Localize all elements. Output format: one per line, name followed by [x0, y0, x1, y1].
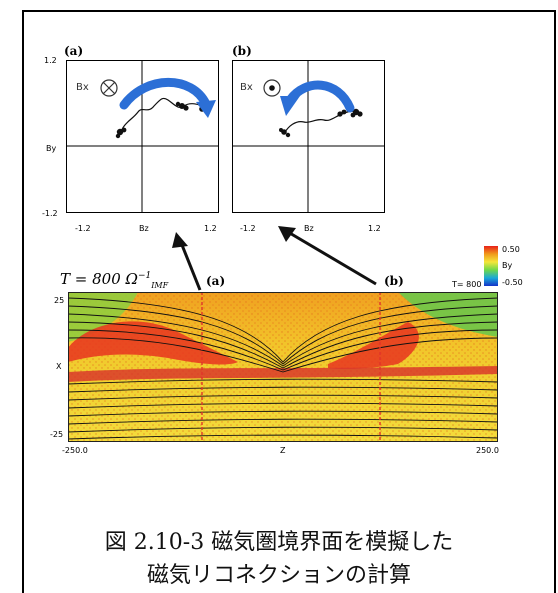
simulation-map — [68, 292, 498, 442]
sim-time-sup: −1 — [137, 271, 152, 281]
panel-a-label: (a) — [64, 44, 84, 58]
panel-b-label: (b) — [232, 44, 252, 58]
connector-arrow-b — [287, 230, 377, 286]
sim-x-right-tick: 250.0 — [476, 446, 499, 455]
panel-a-plot — [66, 60, 219, 213]
panel-a-arrowhead — [196, 100, 216, 118]
connector-arrowhead-b — [278, 226, 296, 242]
caption-line-1: 図 2.10-3 磁気圏境界面を模擬した — [104, 530, 454, 555]
panel-b-rotation-arrow — [285, 80, 355, 113]
sim-y-bottom-tick: -25 — [50, 430, 64, 439]
panel-a-y-top-tick: 1.2 — [44, 56, 57, 65]
sim-time-prefix: T = 800 Ω — [60, 270, 138, 288]
sim-x-left-tick: -250.0 — [62, 446, 88, 455]
frame-right-border — [554, 10, 556, 593]
panel-a-x-left-tick: -1.2 — [75, 224, 91, 233]
panel-a-rotation-arrow — [119, 78, 211, 110]
panel-b-scatter — [279, 108, 363, 138]
cut-marker-b: (b) — [384, 274, 404, 288]
frame-top-border — [22, 10, 556, 12]
panel-a-x-right-tick: 1.2 — [204, 224, 217, 233]
panel-b-plot — [232, 60, 385, 213]
panel-a-x-axis-label: Bz — [139, 224, 149, 233]
panel-b-x-axis-label: Bz — [304, 224, 314, 233]
circle-cross-icon — [100, 79, 118, 97]
colorbar-variable: By — [502, 261, 513, 270]
sim-border — [68, 292, 498, 442]
panel-b-arrowhead — [280, 96, 300, 116]
panel-b-x-right-tick: 1.2 — [368, 224, 381, 233]
colorbar-min: -0.50 — [502, 278, 523, 287]
sim-y-top-tick: 25 — [54, 296, 65, 305]
panel-a-y-bottom-tick: -1.2 — [42, 209, 58, 218]
panel-a-field-label: Bx — [76, 82, 89, 93]
sim-x-axis-label: Z — [280, 446, 286, 455]
panel-a-trajectory — [119, 97, 205, 135]
sim-time-small: T= 800 — [452, 280, 482, 289]
sim-red-right — [328, 322, 419, 369]
sim-y-axis-label: X — [56, 362, 62, 371]
panel-b-field-label: Bx — [240, 82, 253, 93]
sim-time-sub: IMF — [151, 281, 169, 290]
colorbar — [484, 246, 498, 286]
sim-time-label: T = 800 Ω−1IMF — [60, 270, 168, 290]
panel-b-x-left-tick: -1.2 — [240, 224, 256, 233]
frame-left-border — [22, 10, 24, 593]
sim-texture — [68, 292, 498, 442]
panel-a-y-axis-label: By — [46, 144, 57, 153]
colorbar-max: 0.50 — [502, 245, 520, 254]
circle-dot-icon — [263, 79, 281, 97]
sim-field-lines — [68, 297, 498, 440]
panel-b-trajectory — [283, 110, 357, 135]
sim-green-left — [68, 292, 138, 342]
sim-red-left — [68, 321, 238, 365]
cut-marker-a: (a) — [206, 274, 226, 288]
sim-current-sheet — [68, 366, 498, 382]
connector-arrowhead-a — [172, 232, 188, 248]
caption-line-2: 磁気リコネクションの計算 — [146, 563, 411, 588]
connector-arrow-a — [178, 239, 202, 291]
